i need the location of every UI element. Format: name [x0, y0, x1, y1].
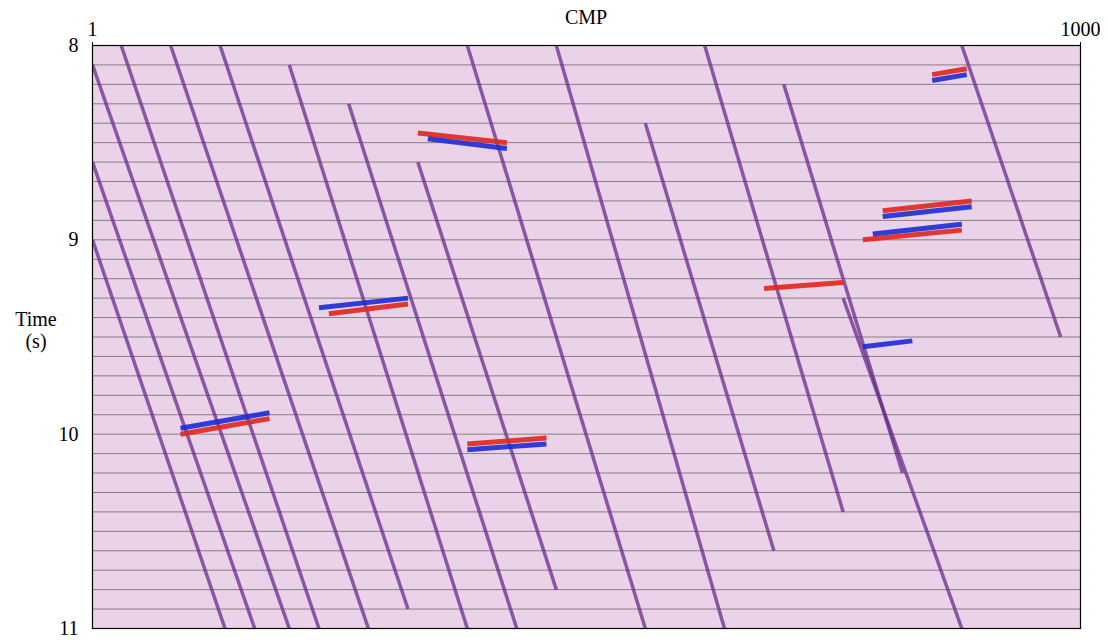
svg-text:11: 11: [59, 617, 78, 639]
svg-text:8: 8: [69, 34, 79, 56]
svg-text:10: 10: [59, 423, 79, 445]
svg-text:9: 9: [69, 228, 79, 250]
svg-text:CMP: CMP: [565, 6, 607, 28]
svg-text:Time(s): Time(s): [15, 308, 57, 353]
svg-text:1: 1: [88, 18, 98, 40]
svg-text:1000: 1000: [1061, 18, 1101, 40]
